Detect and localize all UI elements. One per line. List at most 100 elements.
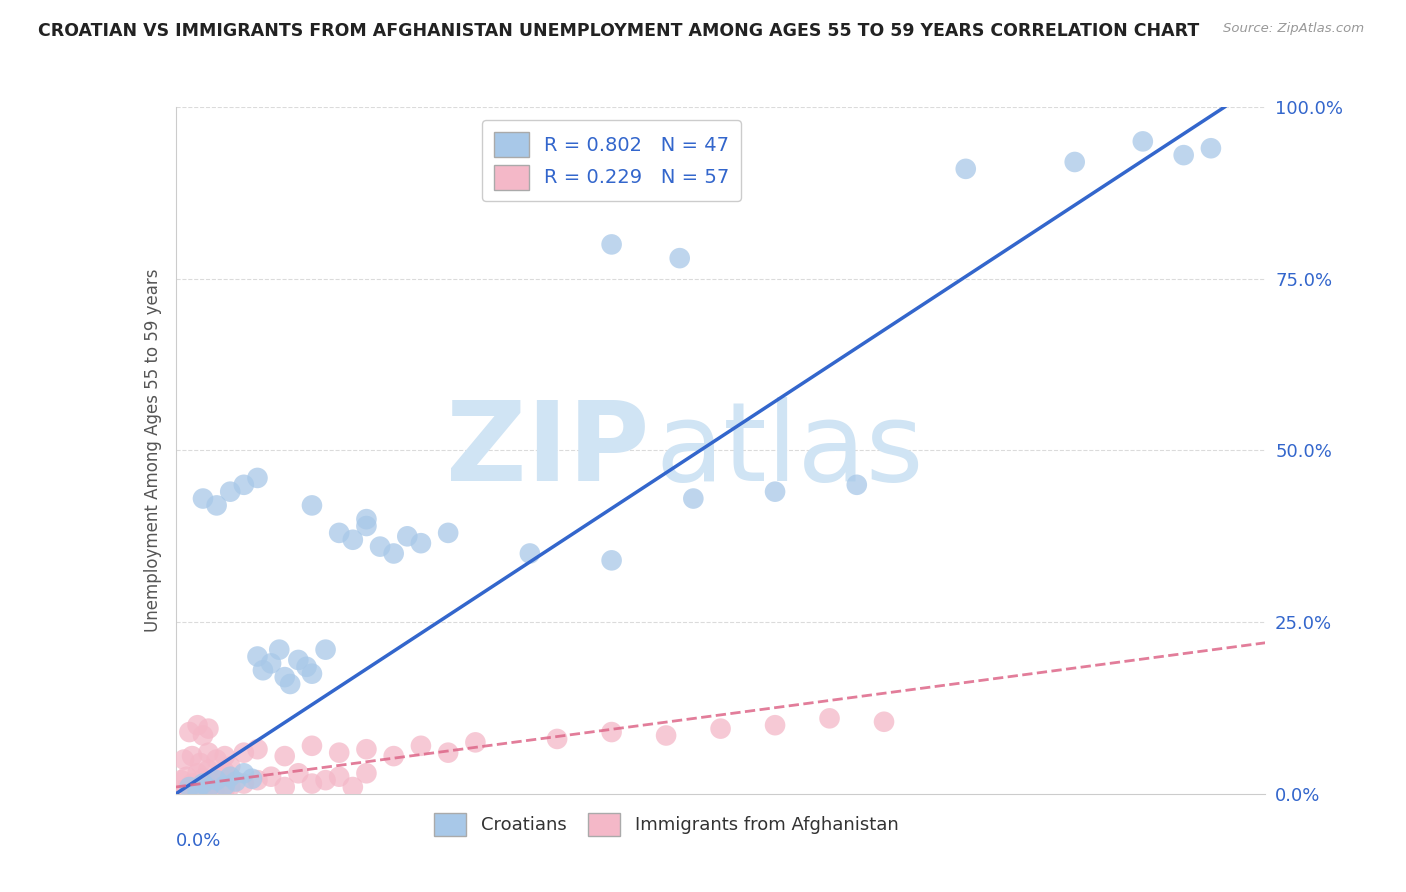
Point (315, 642, 337, 657)
Point (179, 780, 201, 794)
Point (873, 714, 896, 729)
Point (1063, 155, 1085, 169)
Point (600, 237, 623, 252)
Point (191, 776, 214, 790)
Point (170, 783, 193, 797)
Point (205, 499, 228, 513)
Point (219, 770, 242, 784)
Point (342, 780, 364, 794)
Point (232, 746, 254, 760)
Point (382, 749, 405, 764)
Point (437, 746, 460, 760)
Point (668, 251, 690, 265)
Point (600, 553, 623, 567)
Point (710, 722, 733, 736)
Point (301, 739, 323, 753)
Point (519, 546, 541, 561)
Point (188, 756, 211, 770)
Point (246, 471, 269, 485)
Point (464, 735, 486, 749)
Point (301, 776, 323, 790)
Point (315, 773, 337, 788)
Point (818, 711, 841, 725)
Point (202, 784, 225, 798)
Point (173, 753, 195, 767)
Point (600, 725, 623, 739)
Point (219, 780, 242, 794)
Point (845, 478, 868, 492)
Point (409, 739, 432, 753)
Point (170, 773, 193, 788)
Point (197, 779, 219, 793)
Point (202, 774, 225, 789)
Point (1173, 148, 1195, 162)
Point (682, 491, 704, 506)
Point (191, 729, 214, 743)
Point (197, 746, 219, 760)
Point (356, 766, 378, 780)
Point (955, 161, 977, 176)
Point (179, 725, 201, 739)
Point (274, 780, 297, 794)
Point (214, 782, 236, 797)
Point (655, 729, 678, 743)
Point (214, 764, 236, 779)
Point (232, 766, 254, 780)
Point (437, 525, 460, 540)
Point (205, 753, 228, 767)
Point (409, 536, 432, 550)
Point (546, 731, 568, 746)
Text: 0.0%: 0.0% (176, 831, 221, 850)
Point (368, 540, 391, 554)
Point (396, 529, 419, 543)
Point (260, 657, 283, 671)
Point (269, 642, 291, 657)
Text: ZIP: ZIP (446, 397, 650, 504)
Point (763, 718, 786, 732)
Point (181, 749, 204, 764)
Point (186, 766, 209, 780)
Point (219, 484, 242, 499)
Point (278, 677, 301, 691)
Point (287, 653, 309, 667)
Point (176, 770, 198, 784)
Point (197, 781, 219, 796)
Point (208, 767, 231, 781)
Legend: Croatians, Immigrants from Afghanistan: Croatians, Immigrants from Afghanistan (426, 805, 905, 843)
Point (191, 491, 214, 506)
Point (287, 766, 309, 780)
Point (186, 783, 209, 797)
Point (181, 776, 204, 790)
Point (246, 742, 269, 756)
Point (301, 666, 323, 681)
Point (763, 484, 786, 499)
Point (274, 749, 297, 764)
Point (342, 533, 364, 547)
Point (1199, 141, 1222, 155)
Point (186, 718, 209, 732)
Point (328, 746, 350, 760)
Point (252, 663, 274, 677)
Point (328, 525, 350, 540)
Point (356, 512, 378, 526)
Point (232, 478, 254, 492)
Point (1132, 134, 1154, 148)
Text: Source: ZipAtlas.com: Source: ZipAtlas.com (1223, 22, 1364, 36)
Point (214, 779, 236, 793)
Point (191, 772, 214, 786)
Point (246, 649, 269, 664)
Point (328, 770, 350, 784)
Point (301, 499, 323, 513)
Point (197, 722, 219, 736)
Point (219, 759, 242, 773)
Point (356, 742, 378, 756)
Point (246, 773, 269, 788)
Text: atlas: atlas (655, 397, 924, 504)
Point (205, 773, 228, 788)
Point (240, 772, 263, 786)
Point (295, 660, 318, 674)
Point (274, 670, 297, 684)
Point (186, 780, 209, 794)
Point (176, 781, 198, 796)
Point (208, 780, 231, 795)
